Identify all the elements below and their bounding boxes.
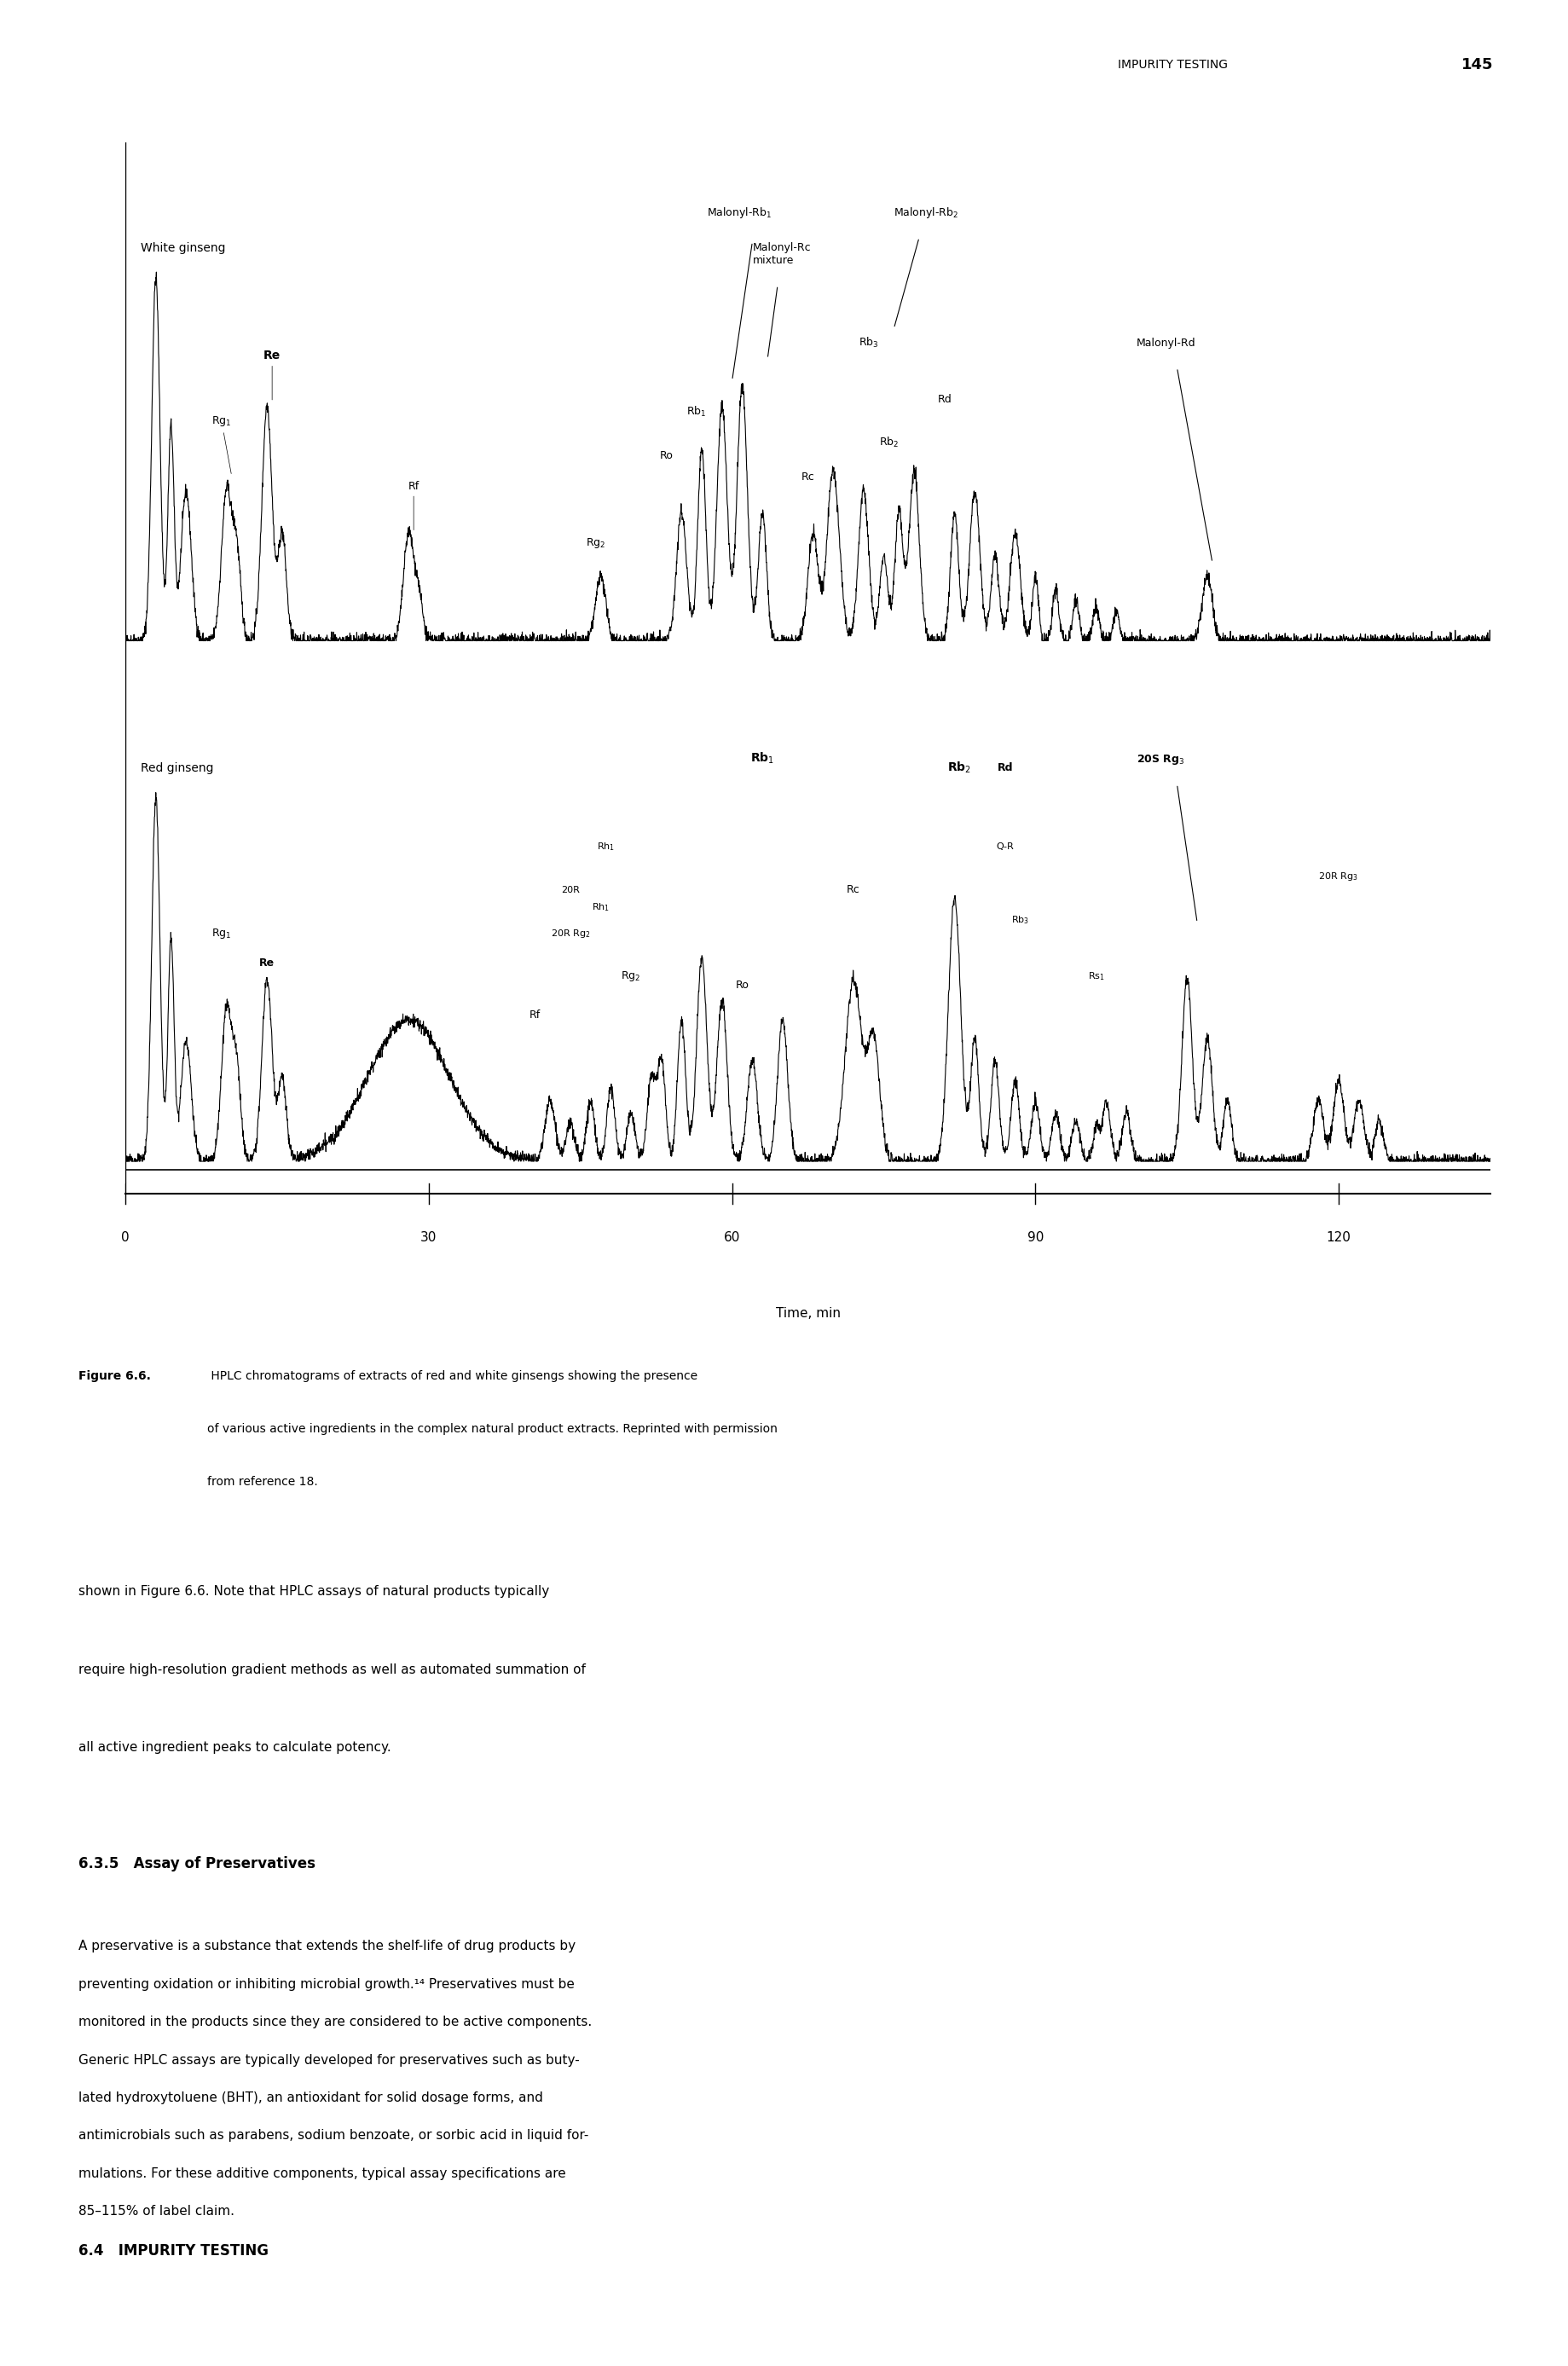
Text: Rs$_1$: Rs$_1$ <box>1087 970 1104 982</box>
Text: Rh$_1$: Rh$_1$ <box>596 840 615 852</box>
Text: IMPURITY TESTING: IMPURITY TESTING <box>1116 59 1228 71</box>
Text: Generic HPLC assays are typically developed for preservatives such as buty-: Generic HPLC assays are typically develo… <box>78 2054 579 2066</box>
Text: Rg$_1$: Rg$_1$ <box>212 414 232 473</box>
Text: Time, min: Time, min <box>775 1306 840 1320</box>
Text: 20R Rg$_3$: 20R Rg$_3$ <box>1317 871 1358 883</box>
Text: Rg$_2$: Rg$_2$ <box>621 970 641 984</box>
Text: Rh$_1$: Rh$_1$ <box>591 901 610 913</box>
Text: Rg$_1$: Rg$_1$ <box>212 927 232 939</box>
Text: all active ingredient peaks to calculate potency.: all active ingredient peaks to calculate… <box>78 1741 390 1753</box>
Text: Malonyl-Rc
mixture: Malonyl-Rc mixture <box>753 241 811 265</box>
Text: 20R Rg$_2$: 20R Rg$_2$ <box>550 927 590 939</box>
Text: 145: 145 <box>1460 57 1493 73</box>
Text: Figure 6.6.: Figure 6.6. <box>78 1370 151 1382</box>
Text: Ro: Ro <box>659 450 673 461</box>
Text: 20S Rg$_3$: 20S Rg$_3$ <box>1135 752 1184 767</box>
Text: 60: 60 <box>723 1230 740 1245</box>
Text: of various active ingredients in the complex natural product extracts. Reprinted: of various active ingredients in the com… <box>207 1422 776 1434</box>
Text: White ginseng: White ginseng <box>141 241 226 253</box>
Text: 30: 30 <box>420 1230 437 1245</box>
Text: 20R: 20R <box>561 885 579 894</box>
Text: Rg$_2$: Rg$_2$ <box>585 537 605 549</box>
Text: Q-R: Q-R <box>996 842 1013 852</box>
Text: Rb$_2$: Rb$_2$ <box>878 435 898 450</box>
Text: lated hydroxytoluene (BHT), an antioxidant for solid dosage forms, and: lated hydroxytoluene (BHT), an antioxida… <box>78 2092 543 2103</box>
Text: Rd: Rd <box>936 393 952 405</box>
Text: A preservative is a substance that extends the shelf-life of drug products by: A preservative is a substance that exten… <box>78 1940 575 1952</box>
Text: Re: Re <box>263 350 281 400</box>
Text: Malonyl-Rb$_2$: Malonyl-Rb$_2$ <box>894 206 958 220</box>
Text: HPLC chromatograms of extracts of red and white ginsengs showing the presence: HPLC chromatograms of extracts of red an… <box>207 1370 696 1382</box>
Text: 120: 120 <box>1325 1230 1350 1245</box>
Text: Rb$_2$: Rb$_2$ <box>947 759 971 774</box>
Text: from reference 18.: from reference 18. <box>207 1476 317 1488</box>
Text: Rc: Rc <box>847 885 859 894</box>
Text: Rb$_1$: Rb$_1$ <box>750 750 775 767</box>
Text: Rb$_1$: Rb$_1$ <box>687 405 706 419</box>
Text: Rd: Rd <box>997 762 1013 774</box>
Text: shown in Figure 6.6. Note that HPLC assays of natural products typically: shown in Figure 6.6. Note that HPLC assa… <box>78 1585 549 1597</box>
Text: Rf: Rf <box>408 480 419 530</box>
Text: antimicrobials such as parabens, sodium benzoate, or sorbic acid in liquid for-: antimicrobials such as parabens, sodium … <box>78 2129 588 2141</box>
Text: Malonyl-Rb$_1$: Malonyl-Rb$_1$ <box>707 206 771 220</box>
Text: 0: 0 <box>121 1230 130 1245</box>
Text: 6.4   IMPURITY TESTING: 6.4 IMPURITY TESTING <box>78 2243 268 2257</box>
Text: require high-resolution gradient methods as well as automated summation of: require high-resolution gradient methods… <box>78 1663 585 1675</box>
Text: Rf: Rf <box>528 1010 541 1020</box>
Text: 6.3.5   Assay of Preservatives: 6.3.5 Assay of Preservatives <box>78 1855 315 1872</box>
Text: monitored in the products since they are considered to be active components.: monitored in the products since they are… <box>78 2016 591 2028</box>
Text: Re: Re <box>259 958 274 968</box>
Text: 85–115% of label claim.: 85–115% of label claim. <box>78 2205 234 2217</box>
Text: Rc: Rc <box>801 471 814 483</box>
Text: preventing oxidation or inhibiting microbial growth.¹⁴ Preservatives must be: preventing oxidation or inhibiting micro… <box>78 1978 574 1990</box>
Text: Red ginseng: Red ginseng <box>141 762 213 774</box>
Text: 90: 90 <box>1027 1230 1043 1245</box>
Text: Malonyl-Rd: Malonyl-Rd <box>1135 338 1195 348</box>
Text: Rb$_3$: Rb$_3$ <box>858 336 878 350</box>
Text: mulations. For these additive components, typical assay specifications are: mulations. For these additive components… <box>78 2167 566 2179</box>
Text: Rb$_3$: Rb$_3$ <box>1011 913 1029 925</box>
Text: Ro: Ro <box>735 980 748 991</box>
